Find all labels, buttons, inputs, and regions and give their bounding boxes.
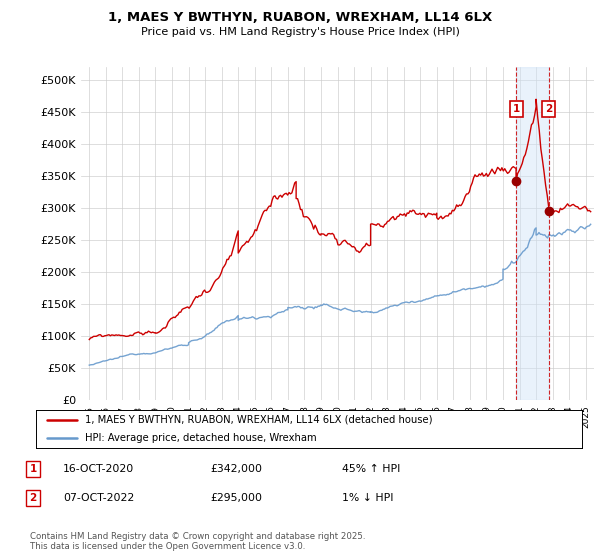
Text: 1, MAES Y BWTHYN, RUABON, WREXHAM, LL14 6LX: 1, MAES Y BWTHYN, RUABON, WREXHAM, LL14 … bbox=[108, 11, 492, 24]
Text: £342,000: £342,000 bbox=[210, 464, 262, 474]
Text: 1, MAES Y BWTHYN, RUABON, WREXHAM, LL14 6LX (detached house): 1, MAES Y BWTHYN, RUABON, WREXHAM, LL14 … bbox=[85, 415, 433, 425]
Text: 16-OCT-2020: 16-OCT-2020 bbox=[63, 464, 134, 474]
Text: 1: 1 bbox=[29, 464, 37, 474]
Text: 2: 2 bbox=[29, 493, 37, 503]
Text: 2: 2 bbox=[545, 104, 553, 114]
Bar bbox=[516, 67, 549, 400]
Text: Contains HM Land Registry data © Crown copyright and database right 2025.
This d: Contains HM Land Registry data © Crown c… bbox=[30, 532, 365, 552]
Text: HPI: Average price, detached house, Wrexham: HPI: Average price, detached house, Wrex… bbox=[85, 433, 317, 443]
Text: 1: 1 bbox=[512, 104, 520, 114]
Text: 45% ↑ HPI: 45% ↑ HPI bbox=[342, 464, 400, 474]
Text: 1% ↓ HPI: 1% ↓ HPI bbox=[342, 493, 394, 503]
Text: £295,000: £295,000 bbox=[210, 493, 262, 503]
Text: Price paid vs. HM Land Registry's House Price Index (HPI): Price paid vs. HM Land Registry's House … bbox=[140, 27, 460, 37]
Text: 07-OCT-2022: 07-OCT-2022 bbox=[63, 493, 134, 503]
